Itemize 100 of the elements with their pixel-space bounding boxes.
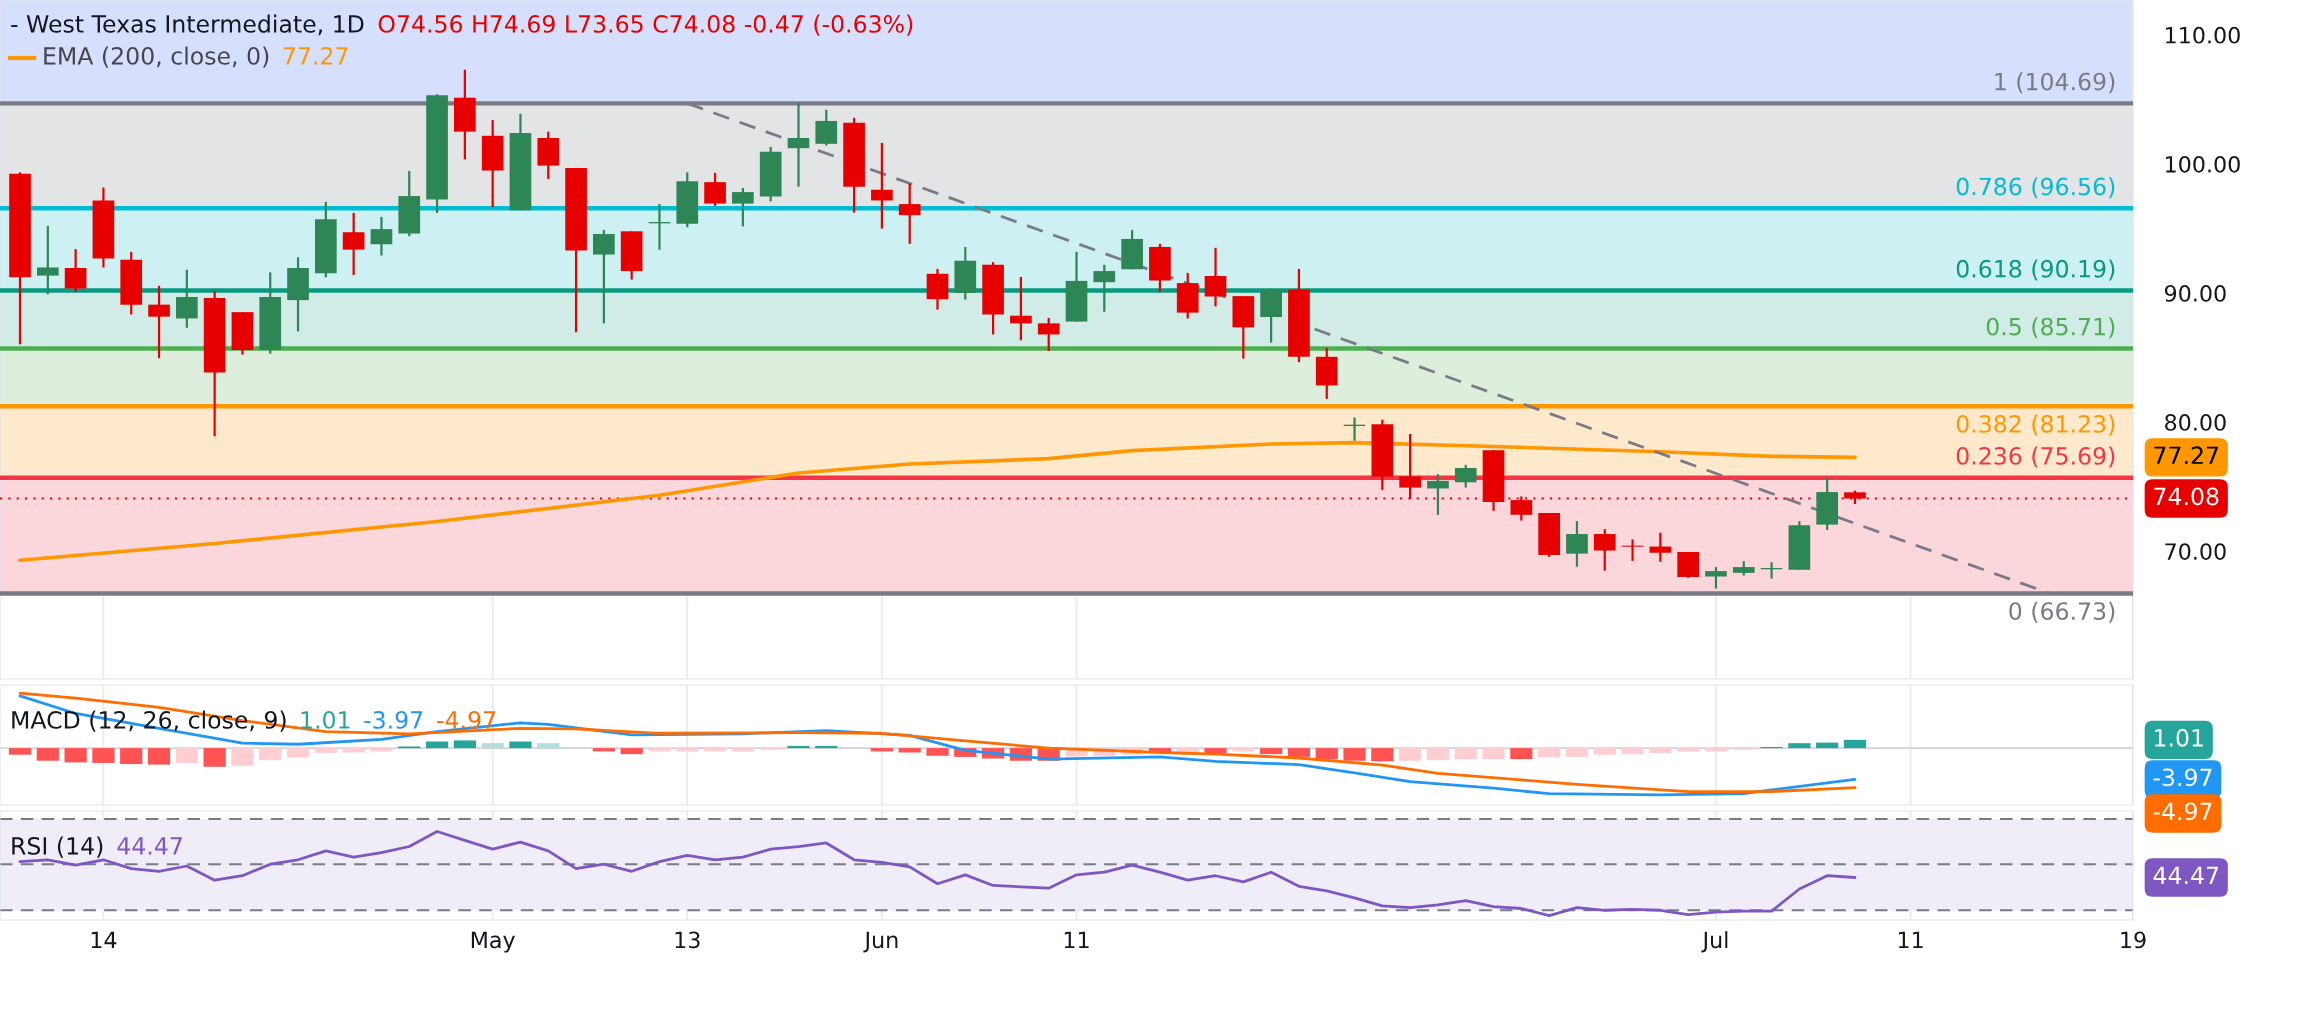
text: O74.56 H74.69 L73.65 C74.08 -0.47 (-0.63%) <box>378 14 913 36</box>
bar <box>36 748 59 761</box>
bar <box>620 748 643 755</box>
x-tick-label: 19 <box>2121 931 2146 949</box>
candlestick <box>1010 275 1032 342</box>
x-tick-label: 13 <box>675 931 700 949</box>
y-tick-label: 90.00 <box>2164 284 2226 302</box>
bar <box>870 748 894 752</box>
bar <box>453 740 476 749</box>
candlestick <box>1093 263 1116 313</box>
bar <box>1621 748 1644 755</box>
bar <box>203 748 226 767</box>
bar <box>64 748 87 763</box>
legend-label: EMA (200, close, 0) <box>44 46 269 68</box>
bar <box>509 741 532 749</box>
candlestick <box>898 182 921 245</box>
candlestick <box>593 228 615 325</box>
candlestick <box>704 171 726 207</box>
bar <box>481 743 504 749</box>
candlestick <box>175 268 198 329</box>
candlestick <box>1705 565 1727 590</box>
bar <box>8 748 32 755</box>
x-tick-label: 11 <box>1898 931 1923 948</box>
x-tick-label: 14 <box>91 931 117 948</box>
bar <box>1565 748 1589 757</box>
candlestick <box>871 141 893 230</box>
bar <box>1482 748 1505 760</box>
bar <box>1454 748 1477 760</box>
candlestick <box>342 211 365 277</box>
text: -3.97 <box>2153 768 2212 787</box>
bar <box>1538 748 1561 758</box>
y-tick-label: 80.00 <box>2165 414 2226 431</box>
bar <box>120 748 143 765</box>
bar <box>1426 748 1450 761</box>
x-tick-label: 11 <box>1064 931 1089 948</box>
bar <box>1315 748 1338 760</box>
bar <box>370 748 393 752</box>
bar <box>175 748 198 763</box>
candlestick <box>1593 528 1616 572</box>
y-tick-label: 100.00 <box>2166 155 2240 173</box>
candlestick <box>370 215 393 257</box>
bar <box>1287 748 1311 757</box>
bar <box>1704 748 1728 752</box>
bar <box>815 745 838 749</box>
ref-line-label: 74.08 <box>2154 487 2219 506</box>
ref-line-label: 0.382 (81.23) <box>1956 414 2115 436</box>
bar <box>648 748 671 752</box>
line-series <box>18 440 1857 563</box>
y-tick-label: 70.00 <box>2165 543 2226 560</box>
bar <box>1816 742 1839 749</box>
bar <box>231 748 254 766</box>
bar <box>787 745 810 749</box>
candlestick <box>64 248 87 293</box>
bar <box>1788 743 1811 749</box>
y-tick-label: 110.00 <box>2166 26 2240 44</box>
bar <box>1343 748 1366 761</box>
text: 77.27 <box>2154 446 2219 464</box>
text: -4.97 <box>2153 802 2212 821</box>
bar <box>342 748 365 753</box>
candlestick <box>732 186 754 228</box>
candlestick <box>1566 520 1588 568</box>
chart-title: RSI (14) <box>12 836 103 858</box>
bar <box>1649 748 1672 754</box>
bar <box>1399 748 1422 761</box>
bar <box>259 748 282 761</box>
bar <box>1204 748 1227 754</box>
ref-line-label: 0.786 (96.56) <box>1956 177 2115 199</box>
bar <box>1510 748 1533 760</box>
bar <box>731 748 754 752</box>
bar <box>1677 748 1700 752</box>
x-tick-label: May <box>471 931 515 953</box>
bar <box>147 748 171 765</box>
text: 44.47 <box>2153 866 2219 885</box>
ref-line-label: 0.5 (85.71) <box>1986 317 2115 339</box>
ref-line-label: 0.236 (75.69) <box>1956 446 2115 468</box>
annotation: 44.47 <box>117 837 182 855</box>
bar <box>1593 748 1616 755</box>
annotation: 77.27 <box>283 46 348 65</box>
candlestick <box>815 108 838 147</box>
bar <box>1260 748 1283 755</box>
candlestick <box>1649 531 1672 563</box>
candlestick <box>1621 538 1644 562</box>
candlestick <box>1427 473 1449 516</box>
annotation: -4.97 <box>437 710 496 729</box>
bar <box>1371 748 1394 762</box>
bar <box>926 748 949 756</box>
bar <box>592 748 615 752</box>
candlestick <box>1454 463 1477 489</box>
candlestick <box>787 102 810 188</box>
text: - West Texas Intermediate, 1D <box>11 14 364 36</box>
text: 1.01 <box>2155 728 2203 747</box>
candlestick <box>1037 316 1060 353</box>
x-tick-label: Jul <box>1701 931 1728 953</box>
annotation: 1.01 <box>301 710 350 729</box>
annotation: -3.97 <box>364 710 423 729</box>
bar <box>1232 748 1255 752</box>
bar <box>898 748 921 753</box>
bar <box>676 748 699 752</box>
candlestick <box>36 224 59 296</box>
candlestick <box>1204 246 1227 308</box>
